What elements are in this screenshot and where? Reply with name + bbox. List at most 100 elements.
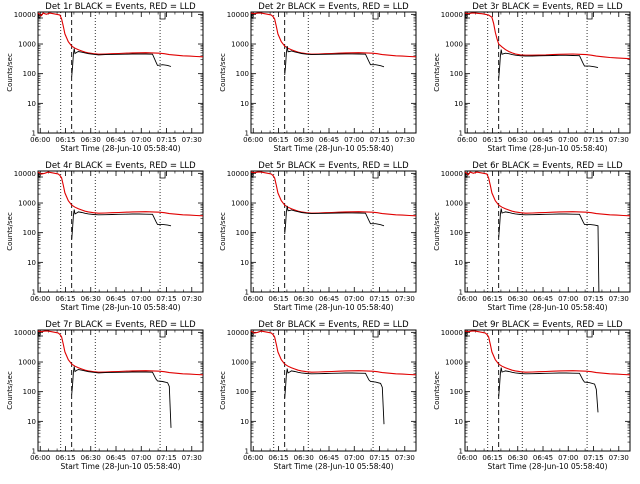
x-tick-label: 06:45 — [319, 136, 339, 144]
y-tick-label: 10000 — [14, 170, 36, 178]
x-axis-label: Start Time (28-Jun-10 05:58:40) — [488, 303, 608, 312]
x-tick-label: 07:15 — [156, 454, 176, 462]
x-tick-label: 06:00 — [457, 295, 477, 303]
x-tick-label: 07:00 — [344, 295, 364, 303]
x-tick-label: 07:30 — [609, 454, 629, 462]
y-axis-label: Counts/sec — [433, 371, 441, 410]
x-tick-label: 07:00 — [344, 454, 364, 462]
y-tick-label: 1000 — [18, 359, 36, 367]
x-tick-label: 06:30 — [81, 454, 101, 462]
top-left-bracket — [465, 331, 470, 337]
top-left-bracket — [251, 172, 256, 178]
chart-panel: Det 4r BLACK = Events, RED = LLD 1 10 100 10… — [6, 161, 204, 312]
y-tick-label: 10000 — [441, 11, 463, 19]
lld-series-line — [464, 12, 631, 60]
chart-title: Det 6r BLACK = Events, RED = LLD — [472, 161, 623, 171]
x-tick-label: 07:15 — [583, 136, 603, 144]
top-right-bracket — [159, 331, 166, 338]
top-right-bracket — [586, 13, 593, 20]
plot-frame — [250, 11, 417, 134]
x-tick-label: 07:15 — [156, 295, 176, 303]
chart-panel: Det 1r BLACK = Events, RED = LLD 1 10 100 10… — [6, 2, 204, 153]
events-series-line — [284, 368, 385, 425]
x-tick-label: 06:15 — [482, 454, 502, 462]
y-axis-label: Counts/sec — [219, 53, 227, 92]
x-tick-label: 07:30 — [395, 454, 415, 462]
lld-series-line — [37, 330, 204, 376]
lld-series-line — [464, 330, 631, 376]
plot-frame — [464, 329, 631, 452]
y-axis-label: Counts/sec — [6, 212, 14, 251]
y-tick-label: 1000 — [445, 359, 463, 367]
x-tick-label: 07:00 — [131, 295, 151, 303]
x-tick-label: 07:00 — [131, 136, 151, 144]
x-tick-label: 06:45 — [319, 295, 339, 303]
y-tick-label: 100 — [450, 229, 463, 237]
events-series-line — [71, 48, 172, 77]
plot-frame — [464, 170, 631, 293]
events-series-line — [498, 49, 599, 79]
y-tick-label: 10 — [454, 100, 463, 108]
x-tick-label: 07:30 — [609, 136, 629, 144]
top-right-bracket — [586, 172, 593, 179]
top-left-bracket — [38, 331, 43, 337]
y-tick-label: 10 — [27, 100, 36, 108]
x-axis-label: Start Time (28-Jun-10 05:58:40) — [488, 144, 608, 153]
y-tick-label: 100 — [236, 70, 249, 78]
y-tick-label: 10 — [27, 259, 36, 267]
top-left-bracket — [251, 13, 256, 19]
y-tick-label: 1 — [245, 130, 249, 138]
plot-frame — [464, 11, 631, 134]
y-tick-label: 1000 — [445, 41, 463, 49]
x-tick-label: 07:30 — [182, 295, 202, 303]
top-left-bracket — [251, 331, 256, 337]
events-series-line — [498, 367, 599, 413]
top-right-bracket — [372, 172, 379, 179]
y-tick-label: 10000 — [441, 329, 463, 337]
x-tick-label: 06:15 — [268, 295, 288, 303]
x-tick-label: 06:00 — [30, 454, 50, 462]
x-tick-label: 06:30 — [294, 454, 314, 462]
lld-series-line — [250, 12, 417, 58]
x-tick-label: 07:15 — [369, 136, 389, 144]
x-tick-label: 06:15 — [55, 136, 75, 144]
y-tick-label: 1 — [459, 448, 463, 456]
y-axis-label: Counts/sec — [433, 53, 441, 92]
events-series-line — [71, 209, 172, 240]
chart-panel: Det 6r BLACK = Events, RED = LLD 1 10 100 10… — [433, 161, 631, 312]
y-tick-label: 1 — [32, 130, 36, 138]
x-tick-label: 06:30 — [508, 295, 528, 303]
events-series-line — [71, 366, 172, 428]
y-tick-label: 1 — [459, 289, 463, 297]
plot-frame — [37, 11, 204, 134]
lld-series-line — [250, 330, 417, 376]
plot-frame — [37, 329, 204, 452]
y-tick-label: 1000 — [231, 41, 249, 49]
y-tick-label: 10 — [454, 259, 463, 267]
x-tick-label: 06:00 — [30, 295, 50, 303]
x-tick-label: 06:00 — [243, 295, 263, 303]
lld-series-line — [37, 12, 204, 58]
chart-title: Det 1r BLACK = Events, RED = LLD — [45, 2, 196, 12]
x-tick-label: 06:30 — [294, 295, 314, 303]
top-left-bracket — [38, 172, 43, 178]
y-tick-label: 10000 — [14, 329, 36, 337]
events-series-line — [498, 208, 600, 293]
x-axis-label: Start Time (28-Jun-10 05:58:40) — [488, 462, 608, 471]
x-tick-label: 06:30 — [294, 136, 314, 144]
x-tick-label: 07:15 — [369, 295, 389, 303]
lld-series-line — [37, 171, 204, 217]
x-tick-label: 07:00 — [131, 454, 151, 462]
y-tick-label: 100 — [450, 388, 463, 396]
top-left-bracket — [38, 13, 43, 19]
x-tick-label: 06:15 — [268, 454, 288, 462]
top-left-bracket — [465, 13, 470, 19]
x-tick-label: 06:45 — [106, 136, 126, 144]
y-tick-label: 1000 — [231, 359, 249, 367]
top-right-bracket — [159, 172, 166, 179]
x-tick-label: 06:00 — [457, 454, 477, 462]
x-tick-label: 07:00 — [558, 295, 578, 303]
y-tick-label: 100 — [23, 388, 36, 396]
y-axis-label: Counts/sec — [219, 212, 227, 251]
